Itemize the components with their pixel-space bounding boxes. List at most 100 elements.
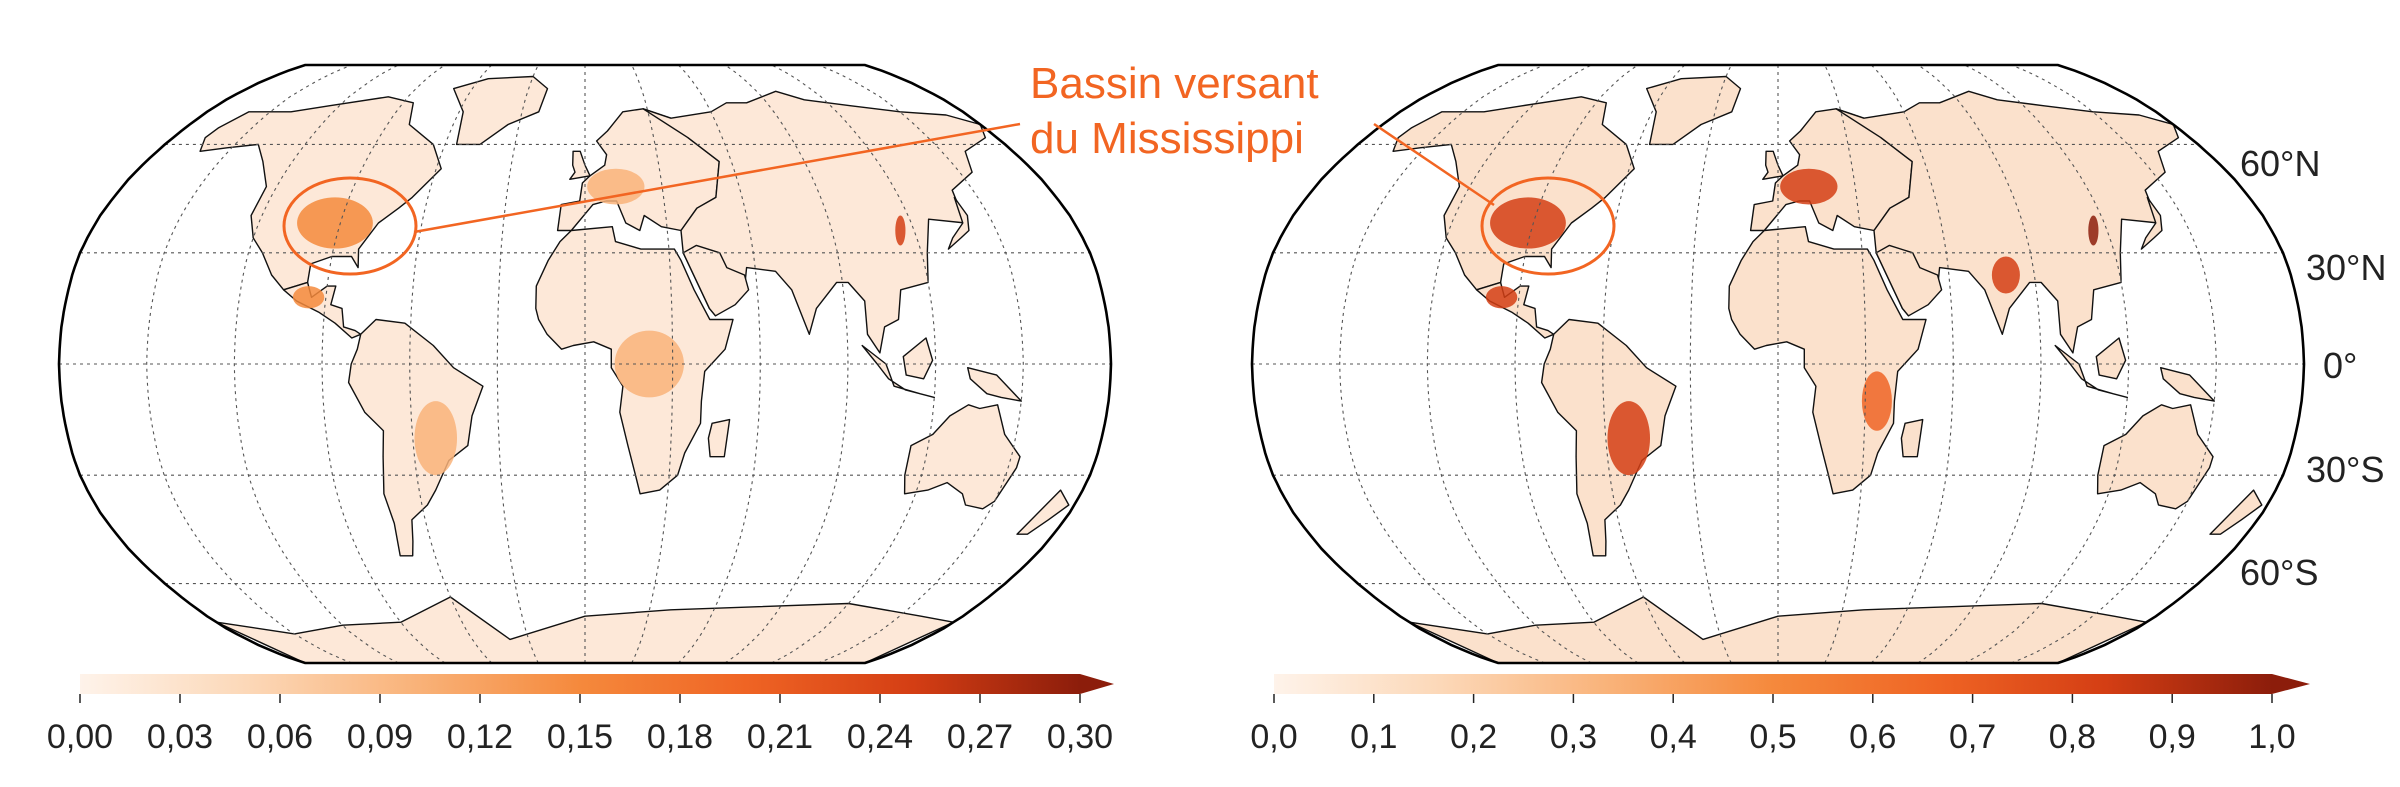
- colorbar-tick-label: 0,30: [1047, 718, 1113, 756]
- landmass-antarctica: [1408, 596, 2148, 663]
- lat-label-60n: 60°N: [2240, 143, 2320, 184]
- left-map-outline: [57, 63, 1113, 665]
- landmass-indonesia: [861, 344, 935, 399]
- left-colorbar-ramp: [80, 674, 1080, 694]
- hotspot-mississippi-basin: [297, 197, 373, 249]
- colorbar-tick-label: 0,3: [1550, 718, 1597, 756]
- colorbar-tick-label: 0,2: [1450, 718, 1497, 756]
- left-map-content: [59, 65, 1111, 663]
- landmass-uk: [1762, 150, 1784, 180]
- landmass-australia: [903, 404, 1021, 510]
- landmass-australia: [2096, 404, 2214, 510]
- mississippi-annotation: Bassin versant du Mississippi: [282, 59, 1616, 276]
- landmass-antarctica: [215, 596, 955, 663]
- hotspot-south-america: [1607, 401, 1651, 476]
- hotspot-central-america: [292, 286, 325, 309]
- left-map: [57, 63, 1113, 665]
- hotspot-central-america: [1485, 286, 1518, 309]
- right-map-content: [1252, 65, 2304, 663]
- colorbar-tick-label: 0,21: [747, 718, 813, 756]
- leader-line-right: [1373, 122, 1495, 207]
- colorbar-tick-label: 0,06: [247, 718, 313, 756]
- mississippi-ellipse-right: [1480, 176, 1616, 276]
- meridian-line: [1964, 65, 2130, 663]
- landmass-madagascar: [1900, 418, 1924, 458]
- right-map-graticule: [1252, 65, 2304, 663]
- landmass-madagascar: [707, 418, 731, 458]
- left-map-graticule: [59, 65, 1111, 663]
- colorbar-tick-label: 1,0: [2248, 718, 2295, 756]
- right-map-land: [1392, 75, 2263, 663]
- colorbar-tick-label: 0,7: [1949, 718, 1996, 756]
- meridian-line: [321, 65, 446, 663]
- meridian-line: [818, 65, 1024, 663]
- landmass-greenland: [453, 75, 549, 146]
- hotspot-europe: [1780, 168, 1838, 205]
- landmass-namerica: [1392, 96, 1635, 291]
- right-colorbar-extend-arrow: [2272, 674, 2310, 694]
- landmass-nz: [2209, 489, 2263, 535]
- colorbar-tick-label: 0,6: [1849, 718, 1896, 756]
- hotspot-south-america: [414, 401, 458, 476]
- landmass-borneo: [902, 337, 934, 380]
- landmass-uk: [569, 150, 591, 180]
- meridian-line: [146, 65, 352, 663]
- landmass-borneo: [2095, 337, 2127, 380]
- colorbar-tick-label: 0,09: [347, 718, 413, 756]
- colorbar-tick-label: 0,15: [547, 718, 613, 756]
- meridian-line: [1824, 65, 1867, 663]
- meridian-line: [771, 65, 937, 663]
- colorbar-tick-label: 0,00: [47, 718, 113, 756]
- colorbar-tick-label: 0,1: [1350, 718, 1397, 756]
- landmass-newguinea: [2160, 367, 2215, 402]
- landmass-japan: [947, 196, 970, 250]
- mississippi-ellipse-left: [282, 176, 418, 276]
- colorbar-tick-label: 0,12: [447, 718, 513, 756]
- colorbar-tick-label: 0,9: [2149, 718, 2196, 756]
- colorbar-tick-label: 0,0: [1250, 718, 1297, 756]
- landmass-greenland: [1646, 75, 1742, 146]
- meridian-line: [677, 65, 761, 663]
- hotspot-europe: [587, 168, 645, 205]
- lat-label-30n: 30°N: [2306, 247, 2386, 288]
- right-map: [1250, 63, 2306, 665]
- meridian-line: [233, 65, 399, 663]
- lat-label-60s: 60°S: [2240, 552, 2318, 593]
- right-colorbar: 0,0 0,1 0,2 0,3 0,4 0,5 0,6 0,7 0,8 0,9 1,0: [1250, 674, 2310, 756]
- meridian-line: [1514, 65, 1639, 663]
- meridian-line: [1689, 65, 1732, 663]
- colorbar-tick-label: 0,8: [2049, 718, 2096, 756]
- right-map-outline: [1250, 63, 2306, 665]
- leader-line-left: [413, 122, 1021, 234]
- landmass-newguinea: [967, 367, 1022, 402]
- landmass-namerica: [199, 96, 442, 291]
- landmass-camerica: [1475, 281, 1555, 339]
- lat-label-30s: 30°S: [2306, 449, 2384, 490]
- right-colorbar-ticks: 0,0 0,1 0,2 0,3 0,4 0,5 0,6 0,7 0,8 0,9 1,0: [1250, 694, 2296, 756]
- hotspot-mississippi-basin: [1490, 197, 1566, 249]
- meridian-line: [1870, 65, 1954, 663]
- meridian-line: [409, 65, 493, 663]
- colorbar-tick-label: 0,18: [647, 718, 713, 756]
- meridian-line: [496, 65, 539, 663]
- lat-label-0: 0°: [2323, 345, 2357, 386]
- colorbar-tick-label: 0,24: [847, 718, 913, 756]
- landmass-japan: [2140, 196, 2163, 250]
- annotation-line-2: du Mississippi: [1030, 114, 1304, 163]
- landmass-arabia: [682, 244, 750, 317]
- meridian-line: [2011, 65, 2217, 663]
- left-colorbar-extend-arrow: [1080, 674, 1114, 694]
- left-colorbar-ticks: 0,00 0,03 0,06 0,09 0,12 0,15 0,18 0,21 0,24 0,27…: [47, 694, 1113, 756]
- latitude-labels: 60°N 30°N 0° 30°S 60°S: [2240, 143, 2386, 593]
- annotation-line-1: Bassin versant: [1030, 59, 1319, 108]
- hotspot-eastern-africa: [1861, 371, 1892, 431]
- left-colorbar: 0,00 0,03 0,06 0,09 0,12 0,15 0,18 0,21 0,24 0,27…: [47, 674, 1114, 756]
- hotspot-india: [1991, 256, 2020, 294]
- meridian-line: [1917, 65, 2042, 663]
- colorbar-tick-label: 0,27: [947, 718, 1013, 756]
- landmass-indonesia: [2054, 344, 2128, 399]
- colorbar-tick-label: 0,4: [1650, 718, 1697, 756]
- meridian-line: [1602, 65, 1686, 663]
- landmass-arabia: [1875, 244, 1943, 317]
- meridian-line: [1339, 65, 1545, 663]
